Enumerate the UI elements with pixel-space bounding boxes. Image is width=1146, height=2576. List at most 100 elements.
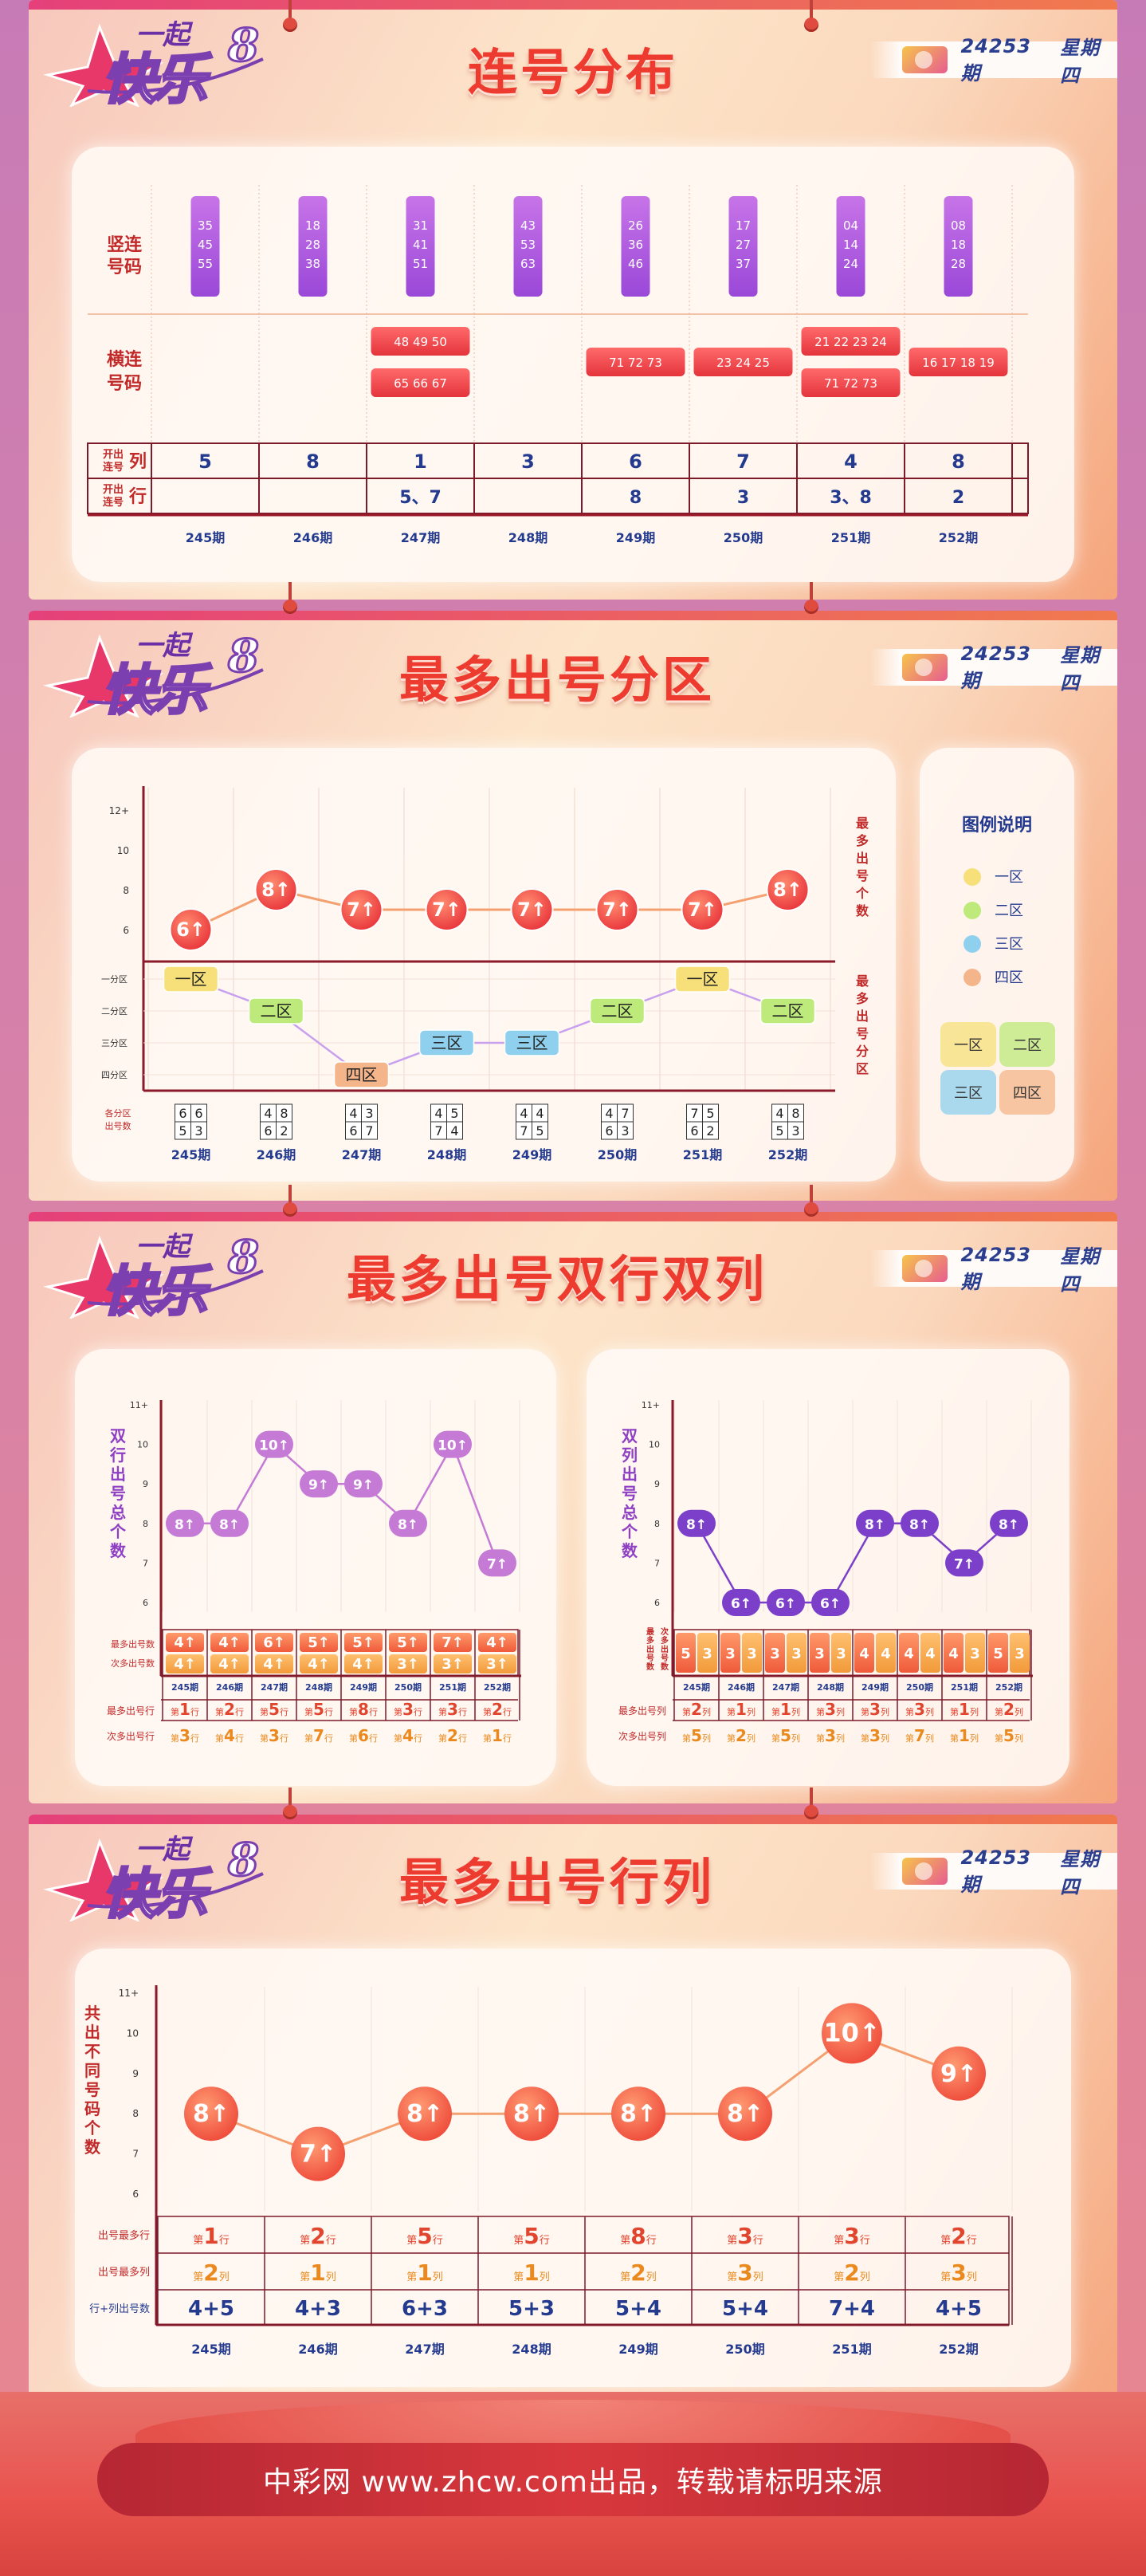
series-label: 7↑ — [487, 1556, 508, 1572]
series-ball — [767, 1589, 805, 1616]
ylabel-char: 码 — [84, 2099, 100, 2118]
count-cell — [787, 1121, 804, 1140]
legend-label: 三区 — [995, 936, 1023, 953]
pair-value: 3 — [1015, 1646, 1025, 1662]
series-label: 7↑ — [954, 1556, 975, 1572]
period-label: 251期 — [832, 2342, 871, 2357]
count-ball — [169, 908, 213, 951]
count-cell — [276, 1121, 292, 1140]
right-label-top-char: 最 — [856, 816, 869, 831]
sub-count-box — [300, 1654, 338, 1673]
max-count: 5↑ — [308, 1634, 330, 1651]
sum-cell: 7+4 — [829, 2297, 875, 2321]
vertical-bar — [621, 196, 650, 297]
side-label-char: 次 — [661, 1626, 669, 1637]
right-label-top-char: 多 — [856, 833, 869, 848]
max-count: 5↑ — [352, 1634, 375, 1651]
logo-num: 8 — [227, 1230, 261, 1285]
horizontal-bar — [801, 327, 901, 356]
logo: 一起 快乐 8 — [40, 622, 279, 724]
series-label: 8↑ — [406, 2100, 443, 2128]
logo-num: 8 — [227, 18, 261, 73]
zone-box — [589, 997, 646, 1025]
count-cell-value: 3 — [791, 1123, 799, 1139]
label-row-a: 开出 — [103, 483, 124, 496]
series-label: 10↑ — [823, 2017, 880, 2047]
legend-grid-label: 一区 — [954, 1037, 983, 1054]
max-col-cell: 第2列 — [834, 2259, 870, 2286]
table-label: 最多出号行 — [107, 1705, 155, 1717]
period-label: 247期 — [772, 1681, 799, 1693]
label-col-a: 连号 — [103, 461, 124, 474]
series-label: 8↑ — [175, 1517, 195, 1533]
pair-value: 5 — [681, 1646, 691, 1662]
issue-number: 24253期 — [960, 34, 1031, 85]
vertical-number: 14 — [843, 238, 858, 252]
zone-box — [674, 966, 731, 993]
y-tick: 12+ — [109, 805, 129, 816]
col-count: 6 — [629, 450, 642, 473]
max-col-cell: 第3列 — [727, 2259, 763, 2286]
horizontal-number: 23 24 25 — [716, 356, 770, 370]
row-count: 3 — [737, 488, 749, 508]
sum-cell: 4+5 — [188, 2297, 234, 2321]
logo-line1: 一起 — [135, 1834, 190, 1866]
vertical-bar — [513, 196, 543, 297]
pair-value: 3 — [770, 1646, 780, 1662]
series-ball — [856, 1509, 894, 1537]
logo: 一起 快乐 8 — [40, 1223, 279, 1325]
sub-row-cell: 第4行 — [215, 1726, 244, 1745]
vertical-bar — [190, 196, 220, 297]
period-label: 248期 — [817, 1681, 844, 1693]
pair-value: 3 — [814, 1646, 825, 1662]
y-tick: 9 — [132, 2068, 139, 2079]
pair-box — [787, 1633, 807, 1673]
y-tick: 8 — [654, 1519, 660, 1529]
label-col-a: 开出 — [103, 448, 124, 461]
row-count: 2 — [952, 488, 964, 508]
count-cell-value: 4 — [775, 1106, 783, 1121]
side-label-char: 数 — [646, 1662, 655, 1672]
hanger-icon — [283, 1185, 297, 1217]
table-label: 次多出号列 — [618, 1731, 666, 1742]
max-row-cell: 第8行 — [349, 1700, 378, 1719]
pair-value: 3 — [836, 1646, 846, 1662]
sub-row-cell: 第3行 — [171, 1726, 199, 1745]
max-row-cell: 第3行 — [834, 2223, 870, 2249]
hanger-icon — [804, 1185, 818, 1217]
max-row-cell: 第5行 — [304, 1700, 333, 1719]
pair-value: 3 — [970, 1646, 980, 1662]
count-cell-value: 2 — [706, 1123, 714, 1139]
series-label: 8↑ — [909, 1517, 930, 1533]
ylabel-char: 出 — [84, 2023, 100, 2042]
pair-box — [831, 1633, 851, 1673]
mini-logo-icon — [902, 1858, 948, 1885]
vertical-number: 63 — [520, 257, 536, 271]
period-label: 248期 — [512, 2342, 551, 2357]
ylabel-char: 总 — [622, 1503, 638, 1522]
vertical-number: 53 — [520, 238, 536, 252]
label-horizontal: 号码 — [107, 374, 142, 394]
zone-label: 二区 — [602, 1001, 634, 1021]
y-tick: 10 — [137, 1440, 148, 1450]
zones-panel: 12+ 10 8 6 一分区 二分区 三分区 四分区 6↑ 8↑ 7↑ 7↑ 7↑ 7↑ 7↑ 8↑ 一区 二区四… — [72, 748, 896, 1182]
max-row-cell: 第5行 — [406, 2223, 443, 2249]
ylabel-char: 数 — [622, 1541, 638, 1560]
period-label: 246期 — [216, 1681, 243, 1693]
vertical-bar — [406, 196, 435, 297]
period-label: 249期 — [512, 1147, 551, 1162]
pair-value: 3 — [747, 1646, 757, 1662]
side-label-char: 号 — [646, 1654, 654, 1663]
ylabel-char: 不 — [84, 2042, 100, 2061]
series-ball — [611, 2086, 665, 2141]
table-label: 出号最多行 — [98, 2229, 150, 2242]
legend-title: 图例说明 — [962, 815, 1032, 836]
sub-count-box — [344, 1654, 383, 1673]
sub-row-cell: 第1行 — [483, 1726, 512, 1745]
right-label-bot-char: 号 — [856, 1026, 869, 1041]
y-tick: 6 — [143, 1598, 148, 1608]
period-label: 252期 — [484, 1681, 511, 1693]
vertical-number: 45 — [198, 238, 213, 252]
